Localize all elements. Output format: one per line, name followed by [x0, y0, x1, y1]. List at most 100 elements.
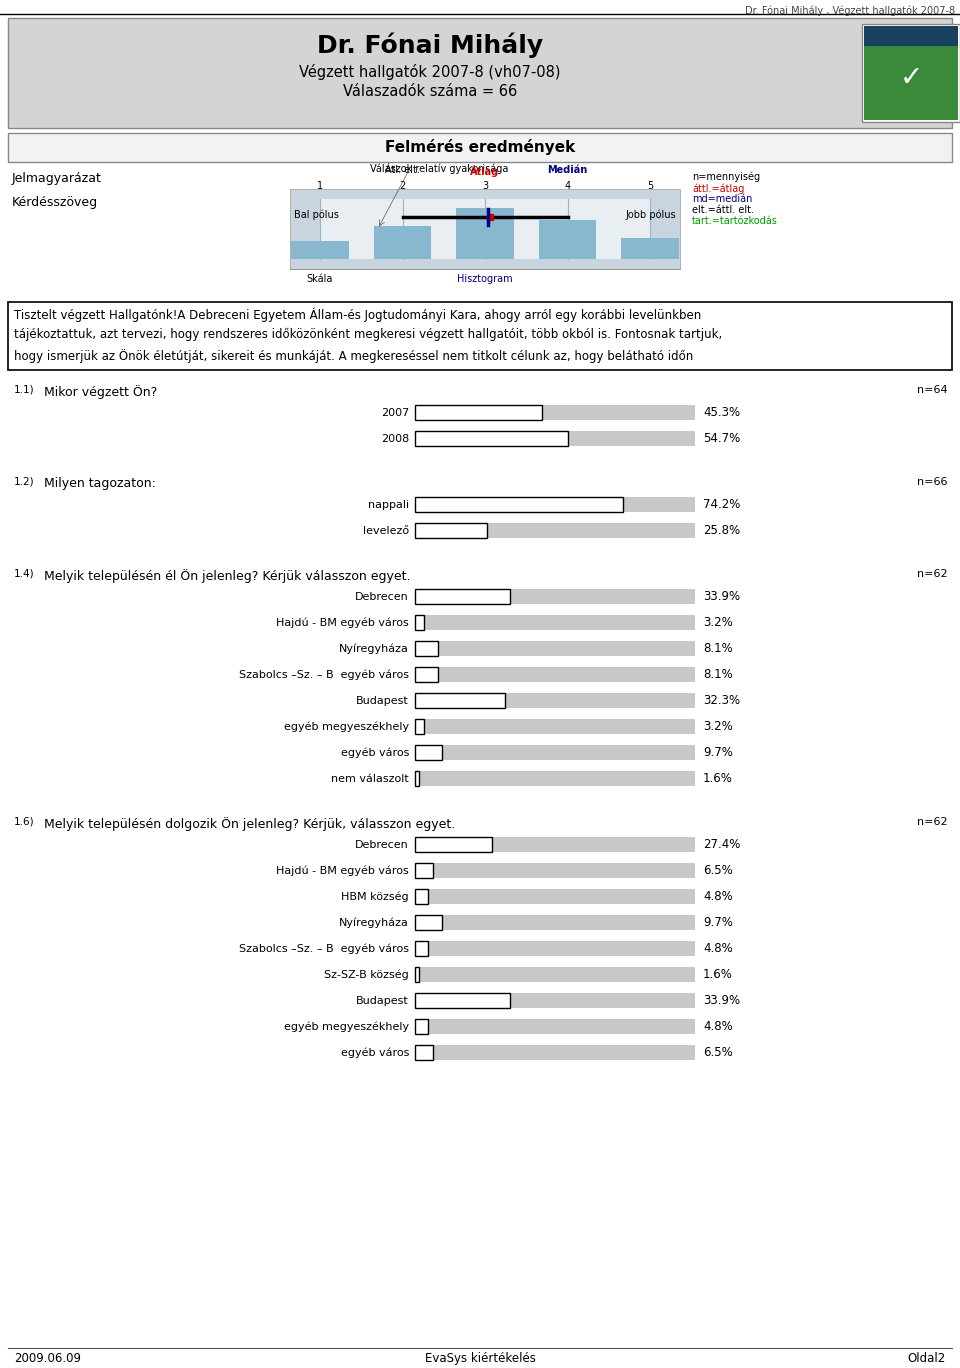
Text: 4.8%: 4.8% — [703, 943, 732, 955]
Text: 1.6%: 1.6% — [703, 772, 732, 785]
Text: 33.9%: 33.9% — [703, 590, 740, 603]
Bar — [415, 694, 505, 709]
Text: Átlag: Átlag — [470, 166, 499, 176]
Bar — [415, 668, 695, 683]
Text: Átl. elt.: Átl. elt. — [385, 166, 420, 175]
Bar — [415, 523, 488, 538]
Text: Debrecen: Debrecen — [355, 591, 409, 602]
Text: tájékoztattuk, azt tervezi, hogy rendszeres időközönként megkeresi végzett hallg: tájékoztattuk, azt tervezi, hogy rendsze… — [14, 328, 722, 341]
Bar — [415, 590, 510, 605]
Text: 1.6%: 1.6% — [703, 969, 732, 981]
Bar — [8, 133, 952, 161]
Text: Medián: Medián — [547, 166, 588, 175]
Text: 2008: 2008 — [381, 434, 409, 443]
Bar — [415, 967, 420, 982]
Text: Hajdú - BM egyéb város: Hajdú - BM egyéb város — [276, 617, 409, 628]
Text: Oldal2: Oldal2 — [908, 1352, 946, 1365]
Text: levelező: levelező — [363, 525, 409, 535]
Text: 33.9%: 33.9% — [703, 995, 740, 1007]
Text: 4: 4 — [564, 181, 570, 192]
Bar — [373, 226, 431, 259]
Text: Dr. Fónai Mihály: Dr. Fónai Mihály — [317, 31, 543, 57]
Bar — [415, 941, 428, 956]
Text: Felmérés eredmények: Felmérés eredmények — [385, 140, 575, 155]
Text: 3.2%: 3.2% — [703, 720, 732, 733]
Text: 4.8%: 4.8% — [703, 891, 732, 903]
Text: hogy ismerjük az Önök életútját, sikereit és munkáját. A megkereséssel nem titko: hogy ismerjük az Önök életútját, sikerei… — [14, 349, 693, 363]
Text: elt.=áttl. elt.: elt.=áttl. elt. — [692, 205, 754, 215]
Bar — [415, 497, 623, 512]
Text: Jelmagyarázat: Jelmagyarázat — [12, 172, 102, 185]
Bar — [291, 241, 348, 259]
Text: Hisztogram: Hisztogram — [457, 274, 513, 285]
Text: 1.2): 1.2) — [14, 477, 35, 487]
Text: 32.3%: 32.3% — [703, 694, 740, 707]
Text: 9.7%: 9.7% — [703, 917, 732, 929]
Bar — [456, 208, 514, 259]
Text: 25.8%: 25.8% — [703, 524, 740, 538]
Text: Tisztelt végzett Hallgatónk!A Debreceni Egyetem Állam-és Jogtudományi Kara, ahog: Tisztelt végzett Hallgatónk!A Debreceni … — [14, 306, 701, 321]
Text: 5: 5 — [647, 181, 653, 192]
Text: Szabolcs –Sz. – B  egyéb város: Szabolcs –Sz. – B egyéb város — [239, 944, 409, 953]
Bar — [415, 1019, 695, 1034]
Bar — [415, 941, 695, 956]
Bar — [415, 863, 433, 878]
Text: nappali: nappali — [368, 499, 409, 509]
Text: egyéb város: egyéb város — [341, 747, 409, 758]
Text: Válaszok relatív gyakorisága: Válaszok relatív gyakorisága — [370, 163, 509, 174]
Bar — [415, 837, 695, 852]
Text: 2007: 2007 — [381, 408, 409, 417]
Text: 6.5%: 6.5% — [703, 865, 732, 877]
Text: Jobb pólus: Jobb pólus — [625, 209, 676, 219]
Text: n=66: n=66 — [918, 477, 948, 487]
Bar — [415, 616, 695, 631]
Text: 1: 1 — [317, 181, 324, 192]
Text: Szabolcs –Sz. – B  egyéb város: Szabolcs –Sz. – B egyéb város — [239, 669, 409, 680]
Bar — [415, 523, 695, 538]
Bar — [415, 889, 695, 904]
Bar — [415, 642, 438, 657]
Bar — [415, 915, 695, 930]
Bar — [864, 45, 958, 120]
Text: 1.1): 1.1) — [14, 384, 35, 395]
Text: 1.6): 1.6) — [14, 817, 35, 828]
Text: 4.8%: 4.8% — [703, 1021, 732, 1033]
Text: 74.2%: 74.2% — [703, 498, 740, 512]
Bar — [415, 1019, 428, 1034]
Bar — [320, 198, 650, 259]
Bar — [415, 497, 695, 512]
Text: EvaSys kiértékelés: EvaSys kiértékelés — [424, 1352, 536, 1365]
Text: Mikor végzett Ön?: Mikor végzett Ön? — [44, 384, 157, 399]
Bar — [415, 772, 695, 787]
Text: Debrecen: Debrecen — [355, 840, 409, 850]
Text: 3: 3 — [482, 181, 488, 192]
Bar — [415, 1045, 695, 1060]
Bar — [8, 302, 952, 369]
Text: Melyik településén dolgozik Ön jelenleg? Kérjük, válasszon egyet.: Melyik településén dolgozik Ön jelenleg?… — [44, 817, 455, 830]
Text: 54.7%: 54.7% — [703, 432, 740, 445]
Bar — [415, 590, 695, 605]
Text: n=64: n=64 — [918, 384, 948, 395]
Text: 8.1%: 8.1% — [703, 668, 732, 681]
Bar — [415, 837, 492, 852]
Text: Nyíregyháza: Nyíregyháza — [339, 643, 409, 654]
Text: ✓: ✓ — [900, 64, 923, 92]
Bar — [539, 220, 596, 259]
Text: egyéb város: egyéb város — [341, 1048, 409, 1057]
Bar — [415, 720, 695, 735]
Text: Sz-SZ-B község: Sz-SZ-B község — [324, 970, 409, 979]
Bar — [415, 746, 443, 761]
Text: Kérdésszöveg: Kérdésszöveg — [12, 196, 98, 209]
Bar — [415, 431, 568, 446]
Bar — [415, 668, 438, 683]
Text: Hajdú - BM egyéb város: Hajdú - BM egyéb város — [276, 865, 409, 876]
Text: 1.4): 1.4) — [14, 569, 35, 579]
Text: HBM község: HBM község — [342, 891, 409, 902]
Bar — [415, 405, 541, 420]
Text: Nyíregyháza: Nyíregyháza — [339, 918, 409, 928]
Text: egyéb megyeszékhely: egyéb megyeszékhely — [284, 721, 409, 732]
Bar — [415, 720, 424, 735]
Bar — [415, 993, 510, 1008]
Bar — [415, 915, 443, 930]
Bar — [862, 25, 960, 122]
